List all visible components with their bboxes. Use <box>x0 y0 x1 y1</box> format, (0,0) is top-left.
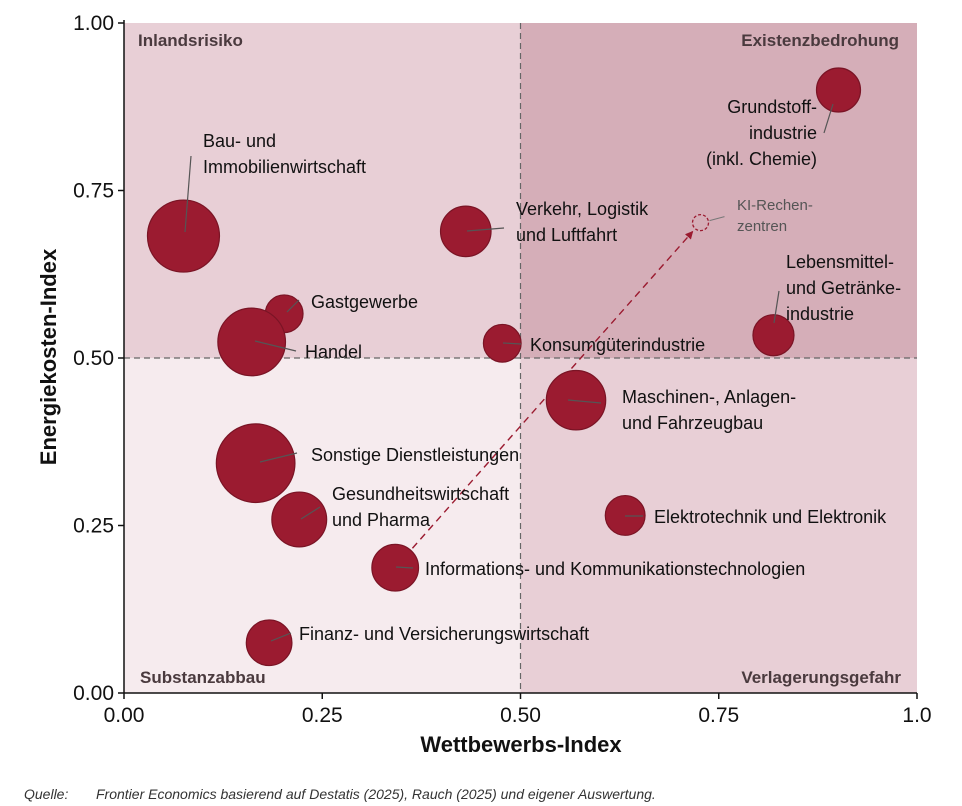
y-tick-label: 0.25 <box>73 515 114 538</box>
bubble <box>245 619 293 667</box>
point-label: Lebensmittel-und Getränke-industrie <box>786 252 901 324</box>
source-label: Quelle: <box>24 786 69 802</box>
bubble <box>482 323 522 363</box>
bubble-chart: 0.00 0.25 0.50 0.75 1.00.000.250.500.751.00 … <box>36 12 932 757</box>
quadrant-label-top-right: Existenzbedrohung <box>741 31 899 50</box>
bubble <box>271 491 328 548</box>
point-label: Bau- und Immobilienwirtschaft <box>203 131 366 177</box>
point-label: Sonstige Dienstleistungen <box>311 445 519 465</box>
quadrant-labels: Inlandsrisiko Existenzbedrohung Substanzab… <box>138 31 901 687</box>
point-labels: Bau- und Immobilienwirtschaft Gastgewerbe H… <box>203 97 901 644</box>
y-axis-label: Energiekosten-Index <box>36 248 61 465</box>
x-tick-label: 0.25 <box>302 704 343 727</box>
point-label: Informations- und Kommunikationstechnolo… <box>425 559 805 579</box>
point-label: Konsumgüterindustrie <box>530 335 705 355</box>
leader-line <box>300 506 321 520</box>
bubble-hypothetical <box>691 214 710 232</box>
bubble <box>217 307 287 377</box>
quadrant-top-right <box>520 23 917 358</box>
leader-line <box>502 342 522 345</box>
bubble <box>371 543 420 592</box>
source-text: Frontier Economics basierend auf Destati… <box>96 786 656 802</box>
leader-line <box>270 632 292 642</box>
leader-line <box>773 290 780 324</box>
bubble <box>815 67 862 113</box>
bubble <box>215 423 296 504</box>
quadrant-label-bottom-left: Substanzabbau <box>140 668 266 687</box>
quadrant-label-top-left: Inlandsrisiko <box>138 31 243 50</box>
leader-lines <box>184 103 834 642</box>
y-tick-label: 0.50 <box>73 347 114 370</box>
leader-line <box>567 399 602 404</box>
x-tick-label: 0.75 <box>698 704 739 727</box>
leader-line-hypothetical <box>709 216 725 222</box>
bubble <box>752 314 795 357</box>
x-tick-label: 0.50 <box>500 704 541 727</box>
axes: 0.00 0.25 0.50 0.75 1.0 0.00 0.25 0.50 0.75 1.00 <box>73 12 931 727</box>
y-tick-label: 0.00 <box>73 682 114 705</box>
point-label: Gastgewerbe <box>311 292 418 312</box>
leader-line <box>823 103 834 134</box>
leader-line <box>286 299 300 313</box>
quadrant-top-left <box>124 23 521 358</box>
leader-line <box>254 340 297 352</box>
point-label: Finanz- und Versicherungswirtschaft <box>299 624 589 644</box>
leader-line <box>395 566 414 569</box>
y-tick-label: 1.00 <box>73 12 114 35</box>
y-tick-label: 0.75 <box>73 180 114 203</box>
point-label: Handel <box>305 342 362 362</box>
bubble <box>439 205 492 258</box>
point-label: Grundstoff-industrie (inkl. Chemie) <box>706 97 817 169</box>
leader-line <box>184 155 192 233</box>
point-label: Maschinen-, Anlagen-und Fahrzeugbau <box>622 387 796 433</box>
point-label: Verkehr, Logistik und Luftfahrt <box>516 199 649 245</box>
x-tick-label: 0.00 <box>104 704 145 727</box>
source-note: Quelle: Frontier Economics basierend auf … <box>24 786 656 802</box>
bubble <box>146 199 221 273</box>
point-label: Elektrotechnik und Elektronik <box>654 507 887 527</box>
leader-line <box>466 227 505 232</box>
x-axis-label: Wettbewerbs-Index <box>420 732 622 757</box>
quadrant-label-bottom-right: Verlagerungsgefahr <box>741 668 901 687</box>
hypothetical-point-label: KI-Rechen-zentren <box>737 197 813 235</box>
point-label: Gesundheitswirtschaft und Pharma <box>332 484 509 530</box>
x-tick-label: 1.0 <box>902 704 931 727</box>
leader-line <box>259 452 298 463</box>
